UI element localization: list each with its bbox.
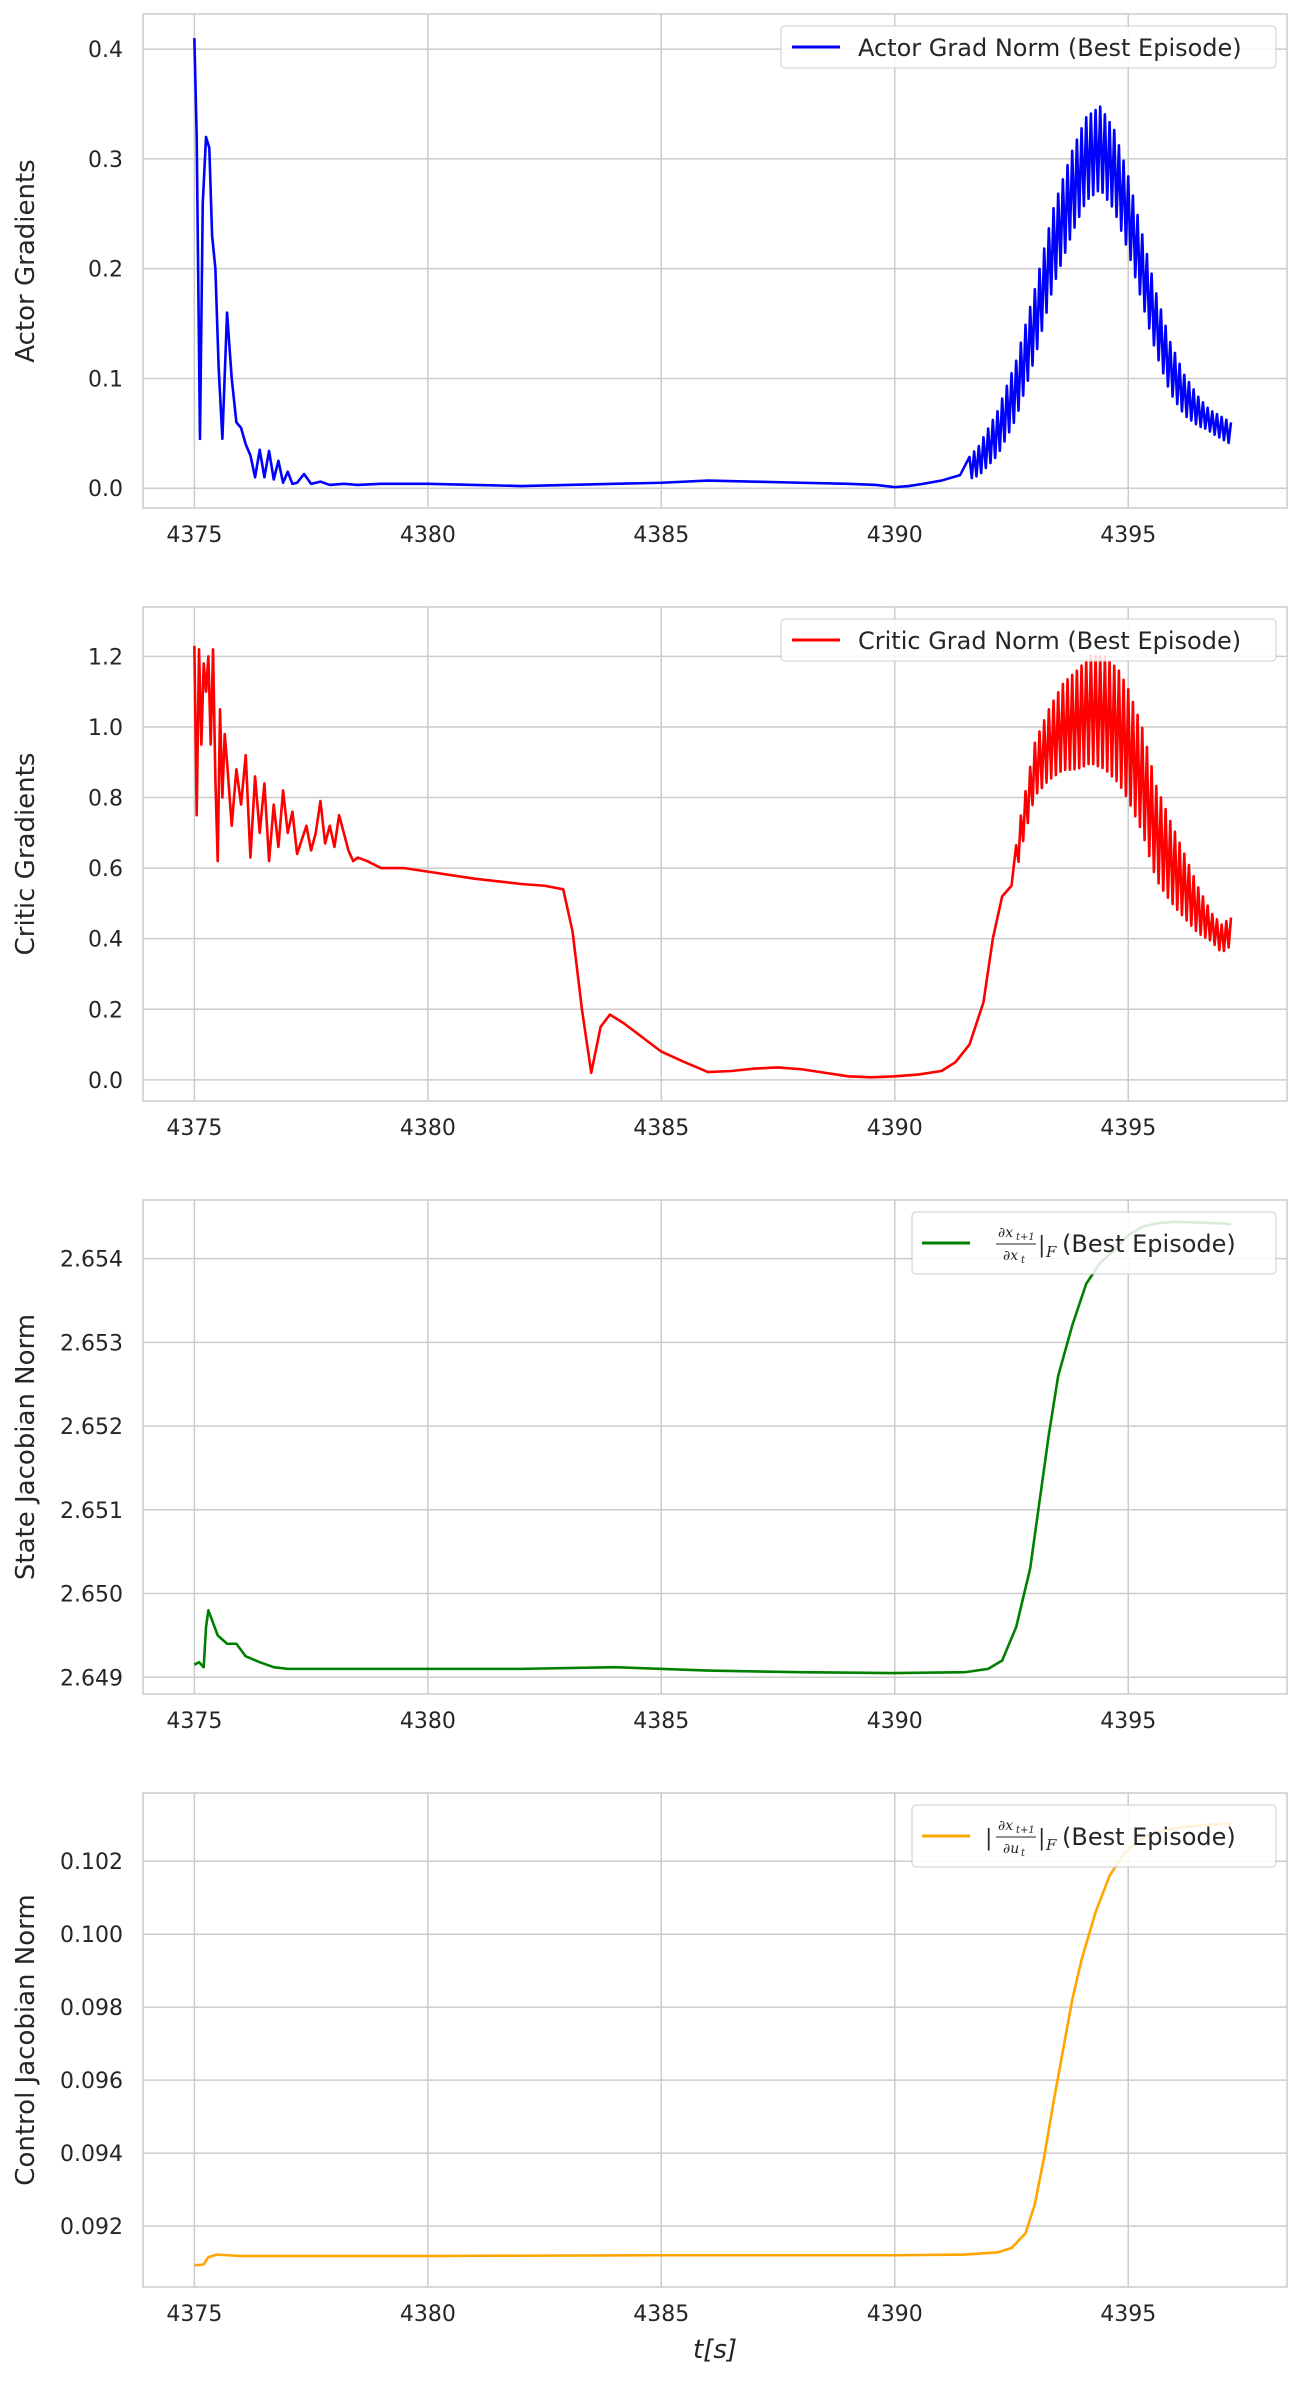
legend-box bbox=[911, 1804, 1277, 1868]
critic-gradients-chart: 4375 4380 4385 4390 4395 0.0 0.2 0.4 0.6 0.8 1.0 1.… bbox=[11, 606, 1288, 1141]
svg-text:∂u: ∂u bbox=[1003, 1841, 1019, 1857]
y-tick-label: 2.653 bbox=[60, 1331, 123, 1356]
y-tick-label: 0.2 bbox=[88, 258, 123, 283]
x-tick-label: 4390 bbox=[867, 1116, 923, 1141]
legend-label: Actor Grad Norm (Best Episode) bbox=[858, 34, 1242, 62]
x-tick-label: 4380 bbox=[400, 1116, 456, 1141]
legend: ∂x t+1 ∂x t | F (Best Episode) bbox=[911, 1211, 1277, 1275]
x-tick-label: 4375 bbox=[166, 523, 222, 548]
y-tick-label: 2.649 bbox=[60, 1666, 123, 1691]
series-line bbox=[193, 645, 1233, 1079]
y-tick-label: 0.102 bbox=[60, 1850, 123, 1875]
y-tick-label: 0.0 bbox=[88, 477, 123, 502]
y-axis-label: State Jacobian Norm bbox=[11, 1314, 41, 1580]
legend: Actor Grad Norm (Best Episode) bbox=[780, 25, 1277, 69]
legend-box bbox=[780, 618, 1277, 662]
y-tick-label: 0.1 bbox=[88, 367, 123, 392]
x-tick-label: 4380 bbox=[400, 1709, 456, 1734]
svg-text:F: F bbox=[1045, 1836, 1057, 1854]
y-axis-label: Control Jacobian Norm bbox=[11, 1894, 41, 2185]
tick-labels: 4375 4380 4385 4390 4395 0.0 0.2 0.4 0.6 0.8 1.0 1.… bbox=[88, 645, 1156, 1141]
svg-text:|: | bbox=[1038, 1826, 1045, 1851]
x-tick-label: 4395 bbox=[1100, 1116, 1156, 1141]
plot-area bbox=[193, 645, 1233, 1079]
x-tick-label: 4395 bbox=[1100, 2302, 1156, 2327]
actor-gradients-chart: 4375 4380 4385 4390 4395 0.0 0.1 0.2 0.3 0.4 Acto… bbox=[11, 13, 1288, 548]
y-tick-label: 0.3 bbox=[88, 148, 123, 173]
y-tick-label: 0.100 bbox=[60, 1923, 123, 1948]
svg-text:∂x: ∂x bbox=[998, 1225, 1013, 1241]
svg-text:t+1: t+1 bbox=[1016, 1825, 1035, 1836]
tick-labels: 4375 4380 4385 4390 4395 0.092 0.094 0.096 0.098… bbox=[60, 1850, 1156, 2327]
y-tick-label: 0.0 bbox=[88, 1069, 123, 1094]
legend-suffix: (Best Episode) bbox=[1062, 1823, 1236, 1851]
tick-labels: 4375 4380 4385 4390 4395 0.0 0.1 0.2 0.3 0.4 bbox=[88, 38, 1156, 548]
legend-suffix: (Best Episode) bbox=[1062, 1230, 1236, 1258]
x-axis-label: t[s] bbox=[693, 2335, 737, 2365]
x-tick-label: 4385 bbox=[633, 1116, 689, 1141]
x-tick-label: 4390 bbox=[867, 1709, 923, 1734]
x-tick-label: 4390 bbox=[867, 2302, 923, 2327]
x-tick-label: 4375 bbox=[166, 2302, 222, 2327]
y-tick-label: 0.8 bbox=[88, 787, 123, 812]
legend-formula: ∂x t+1 ∂x t | F bbox=[996, 1225, 1057, 1266]
x-tick-label: 4385 bbox=[633, 523, 689, 548]
svg-text:|: | bbox=[985, 1826, 992, 1851]
control-jacobian-norm-chart: 4375 4380 4385 4390 4395 0.092 0.094 0.096 0.098… bbox=[11, 1792, 1288, 2365]
legend-formula: | ∂x t+1 ∂u t | F bbox=[985, 1818, 1057, 1859]
x-tick-label: 4375 bbox=[166, 1709, 222, 1734]
axes-frame bbox=[142, 606, 1288, 1102]
axes-frame bbox=[142, 1792, 1288, 2288]
svg-text:F: F bbox=[1045, 1243, 1057, 1261]
legend: Critic Grad Norm (Best Episode) bbox=[780, 618, 1277, 662]
axes-frame bbox=[142, 13, 1288, 509]
svg-text:|: | bbox=[1038, 1233, 1045, 1258]
svg-text:t: t bbox=[1021, 1255, 1026, 1266]
legend-label: Critic Grad Norm (Best Episode) bbox=[858, 627, 1241, 655]
plot-area bbox=[193, 38, 1233, 489]
x-tick-label: 4385 bbox=[633, 1709, 689, 1734]
y-axis-label: Actor Gradients bbox=[11, 159, 41, 362]
y-tick-label: 1.0 bbox=[88, 716, 123, 741]
y-tick-label: 0.096 bbox=[60, 2069, 123, 2094]
x-tick-label: 4375 bbox=[166, 1116, 222, 1141]
y-tick-label: 0.098 bbox=[60, 1996, 123, 2021]
y-tick-label: 2.652 bbox=[60, 1415, 123, 1440]
svg-text:∂x: ∂x bbox=[1003, 1248, 1018, 1264]
x-tick-label: 4395 bbox=[1100, 523, 1156, 548]
legend-box bbox=[911, 1211, 1277, 1275]
legend-box bbox=[780, 25, 1277, 69]
svg-text:t+1: t+1 bbox=[1016, 1232, 1035, 1243]
x-tick-label: 4380 bbox=[400, 2302, 456, 2327]
state-jacobian-norm-chart: 4375 4380 4385 4390 4395 2.649 2.650 2.651 2.652… bbox=[11, 1199, 1288, 1734]
y-tick-label: 0.4 bbox=[88, 38, 123, 63]
y-tick-label: 0.6 bbox=[88, 857, 123, 882]
y-tick-label: 2.650 bbox=[60, 1583, 123, 1608]
legend: | ∂x t+1 ∂u t | F (Best Episode) bbox=[911, 1804, 1277, 1868]
y-axis-label: Critic Gradients bbox=[11, 753, 41, 956]
y-tick-label: 1.2 bbox=[88, 645, 123, 670]
y-tick-label: 0.094 bbox=[60, 2142, 123, 2167]
svg-text:t: t bbox=[1021, 1848, 1026, 1859]
y-tick-label: 0.2 bbox=[88, 998, 123, 1023]
grid bbox=[143, 607, 1287, 1101]
y-tick-label: 2.651 bbox=[60, 1499, 123, 1524]
svg-text:∂x: ∂x bbox=[998, 1818, 1013, 1834]
y-tick-label: 0.4 bbox=[88, 928, 123, 953]
x-tick-label: 4380 bbox=[400, 523, 456, 548]
tick-labels: 4375 4380 4385 4390 4395 2.649 2.650 2.651 2.652… bbox=[60, 1248, 1156, 1734]
x-tick-label: 4395 bbox=[1100, 1709, 1156, 1734]
x-tick-label: 4385 bbox=[633, 2302, 689, 2327]
y-tick-label: 2.654 bbox=[60, 1248, 123, 1273]
y-tick-label: 0.092 bbox=[60, 2215, 123, 2240]
x-tick-label: 4390 bbox=[867, 523, 923, 548]
axes-frame bbox=[142, 1199, 1288, 1695]
series-line bbox=[193, 38, 1233, 489]
